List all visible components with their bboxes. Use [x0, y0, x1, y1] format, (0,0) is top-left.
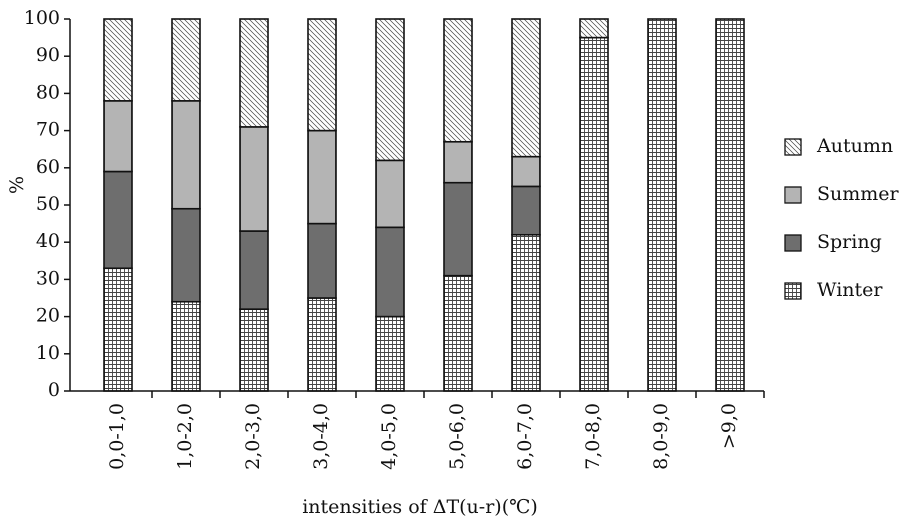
y-tick-label: 70	[36, 119, 60, 141]
x-tick-label: 2,0-3,0	[242, 403, 264, 470]
bar-segment	[171, 18, 201, 102]
bar-segment	[239, 18, 269, 128]
bar-segment	[103, 18, 133, 102]
x-tick-label: 7,0-8,0	[582, 403, 604, 470]
bar-segment	[239, 126, 269, 232]
legend-swatch	[784, 234, 802, 252]
bar-segment	[239, 230, 269, 310]
y-tick-label: 80	[36, 81, 60, 103]
bar-segment	[579, 36, 609, 392]
x-tick-label: 3,0-4,0	[310, 403, 332, 470]
bar-segment	[443, 181, 473, 277]
legend-label: Autumn	[816, 135, 893, 157]
y-tick-label: 0	[48, 379, 60, 401]
bar-segment	[715, 18, 745, 392]
bar-segment	[375, 159, 405, 229]
x-tick-label: 5,0-6,0	[446, 403, 468, 470]
bar-segment	[307, 18, 337, 132]
legend-swatch	[784, 138, 802, 156]
x-tick-label: >9,0	[718, 403, 740, 449]
bar-segment	[647, 18, 677, 392]
bar-segment	[171, 300, 201, 392]
y-tick-label: 10	[36, 342, 60, 364]
bar-segment	[171, 207, 201, 303]
bar-segment	[375, 226, 405, 318]
bar-segment	[511, 233, 541, 392]
bar-segment	[443, 140, 473, 184]
bar-segment	[375, 18, 405, 162]
y-tick-label: 100	[24, 7, 60, 29]
bar-segment	[171, 100, 201, 210]
legend-label: Winter	[817, 279, 883, 301]
x-tick-label: 8,0-9,0	[650, 403, 672, 470]
bar-segment	[103, 267, 133, 392]
x-axis-label: intensities of ΔT(u-r)(℃)	[302, 496, 538, 518]
bar-segment	[443, 274, 473, 392]
bar-segment	[511, 155, 541, 188]
bar-segment	[307, 129, 337, 225]
y-axis-label: %	[6, 176, 28, 194]
x-tick-label: 0,0-1,0	[106, 403, 128, 470]
bar-segment	[239, 308, 269, 392]
bar-segment	[375, 315, 405, 392]
x-tick-label: 4,0-5,0	[378, 403, 400, 470]
y-tick-label: 90	[36, 44, 60, 66]
x-tick-label: 1,0-2,0	[174, 403, 196, 470]
legend-label: Summer	[817, 183, 900, 205]
bar-segment	[511, 18, 541, 158]
legend-swatch	[784, 186, 802, 204]
y-tick-label: 30	[36, 267, 60, 289]
x-tick-label: 6,0-7,0	[514, 403, 536, 470]
bar-segment	[307, 222, 337, 299]
y-tick-label: 60	[36, 156, 60, 178]
bar-segment	[103, 100, 133, 173]
y-tick-label: 20	[36, 305, 60, 327]
legend-label: Spring	[817, 231, 882, 253]
bar-segment	[579, 18, 609, 39]
y-tick-label: 40	[36, 230, 60, 252]
legend-swatch	[784, 282, 802, 300]
bar-segment	[307, 297, 337, 392]
bar-segment	[511, 185, 541, 236]
y-tick-label: 50	[36, 193, 60, 215]
bar-segment	[103, 170, 133, 270]
bar-segment	[443, 18, 473, 143]
